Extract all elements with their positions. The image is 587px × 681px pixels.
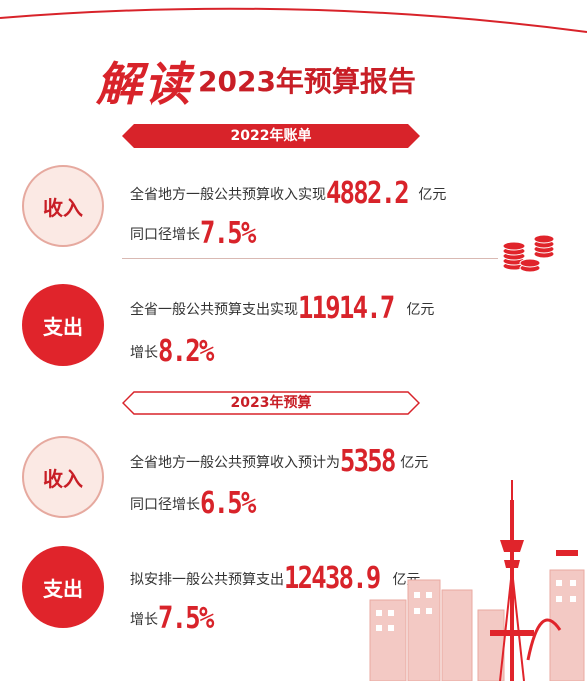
- section-divider: [122, 258, 498, 259]
- expense-2023-line2: 增长7.5%: [130, 601, 214, 636]
- title-highlight: 解读: [96, 57, 192, 111]
- banner-2023: 2023年预算: [122, 391, 420, 415]
- expense-2022-value: 11914.7: [298, 291, 395, 326]
- income-2023-line1: 全省地方一般公共预算收入预计为5358 亿元: [130, 444, 429, 479]
- income-2023-value: 5358: [340, 444, 396, 479]
- income-2023-line2: 同口径增长6.5%: [130, 486, 256, 521]
- expense-badge-2023: 支出: [22, 546, 104, 628]
- income-2022-value: 4882.2: [326, 176, 410, 211]
- expense-badge-2022: 支出: [22, 284, 104, 366]
- expense-2022-line2: 增长8.2%: [130, 334, 214, 369]
- banner-2023-label: 2023年预算: [230, 395, 312, 411]
- income-badge-2023: 收入: [22, 436, 104, 518]
- banner-2022: 2022年账单: [122, 124, 420, 148]
- page-title: 2023年预算报告: [198, 65, 416, 98]
- top-arc-decoration: [0, 7, 587, 33]
- city-skyline-illustration: [369, 480, 585, 681]
- expense-2023-value: 12438.9: [284, 561, 381, 596]
- expense-2022-line1: 全省一般公共预算支出实现11914.7 亿元: [130, 291, 435, 326]
- income-2022-line2: 同口径增长7.5%: [130, 216, 256, 251]
- banner-2022-label: 2022年账单: [230, 128, 312, 144]
- income-badge-2022: 收入: [22, 165, 104, 247]
- income-2023-growth: 6.5%: [200, 486, 256, 521]
- expense-2023-growth: 7.5%: [158, 601, 214, 636]
- expense-2022-growth: 8.2%: [158, 334, 214, 369]
- income-2022-line1: 全省地方一般公共预算收入实现4882.2 亿元: [130, 176, 447, 211]
- income-2022-growth: 7.5%: [200, 216, 256, 251]
- coin-stack-icon: [502, 234, 555, 273]
- expense-2023-line1: 拟安排一般公共预算支出12438.9 亿元: [130, 561, 421, 596]
